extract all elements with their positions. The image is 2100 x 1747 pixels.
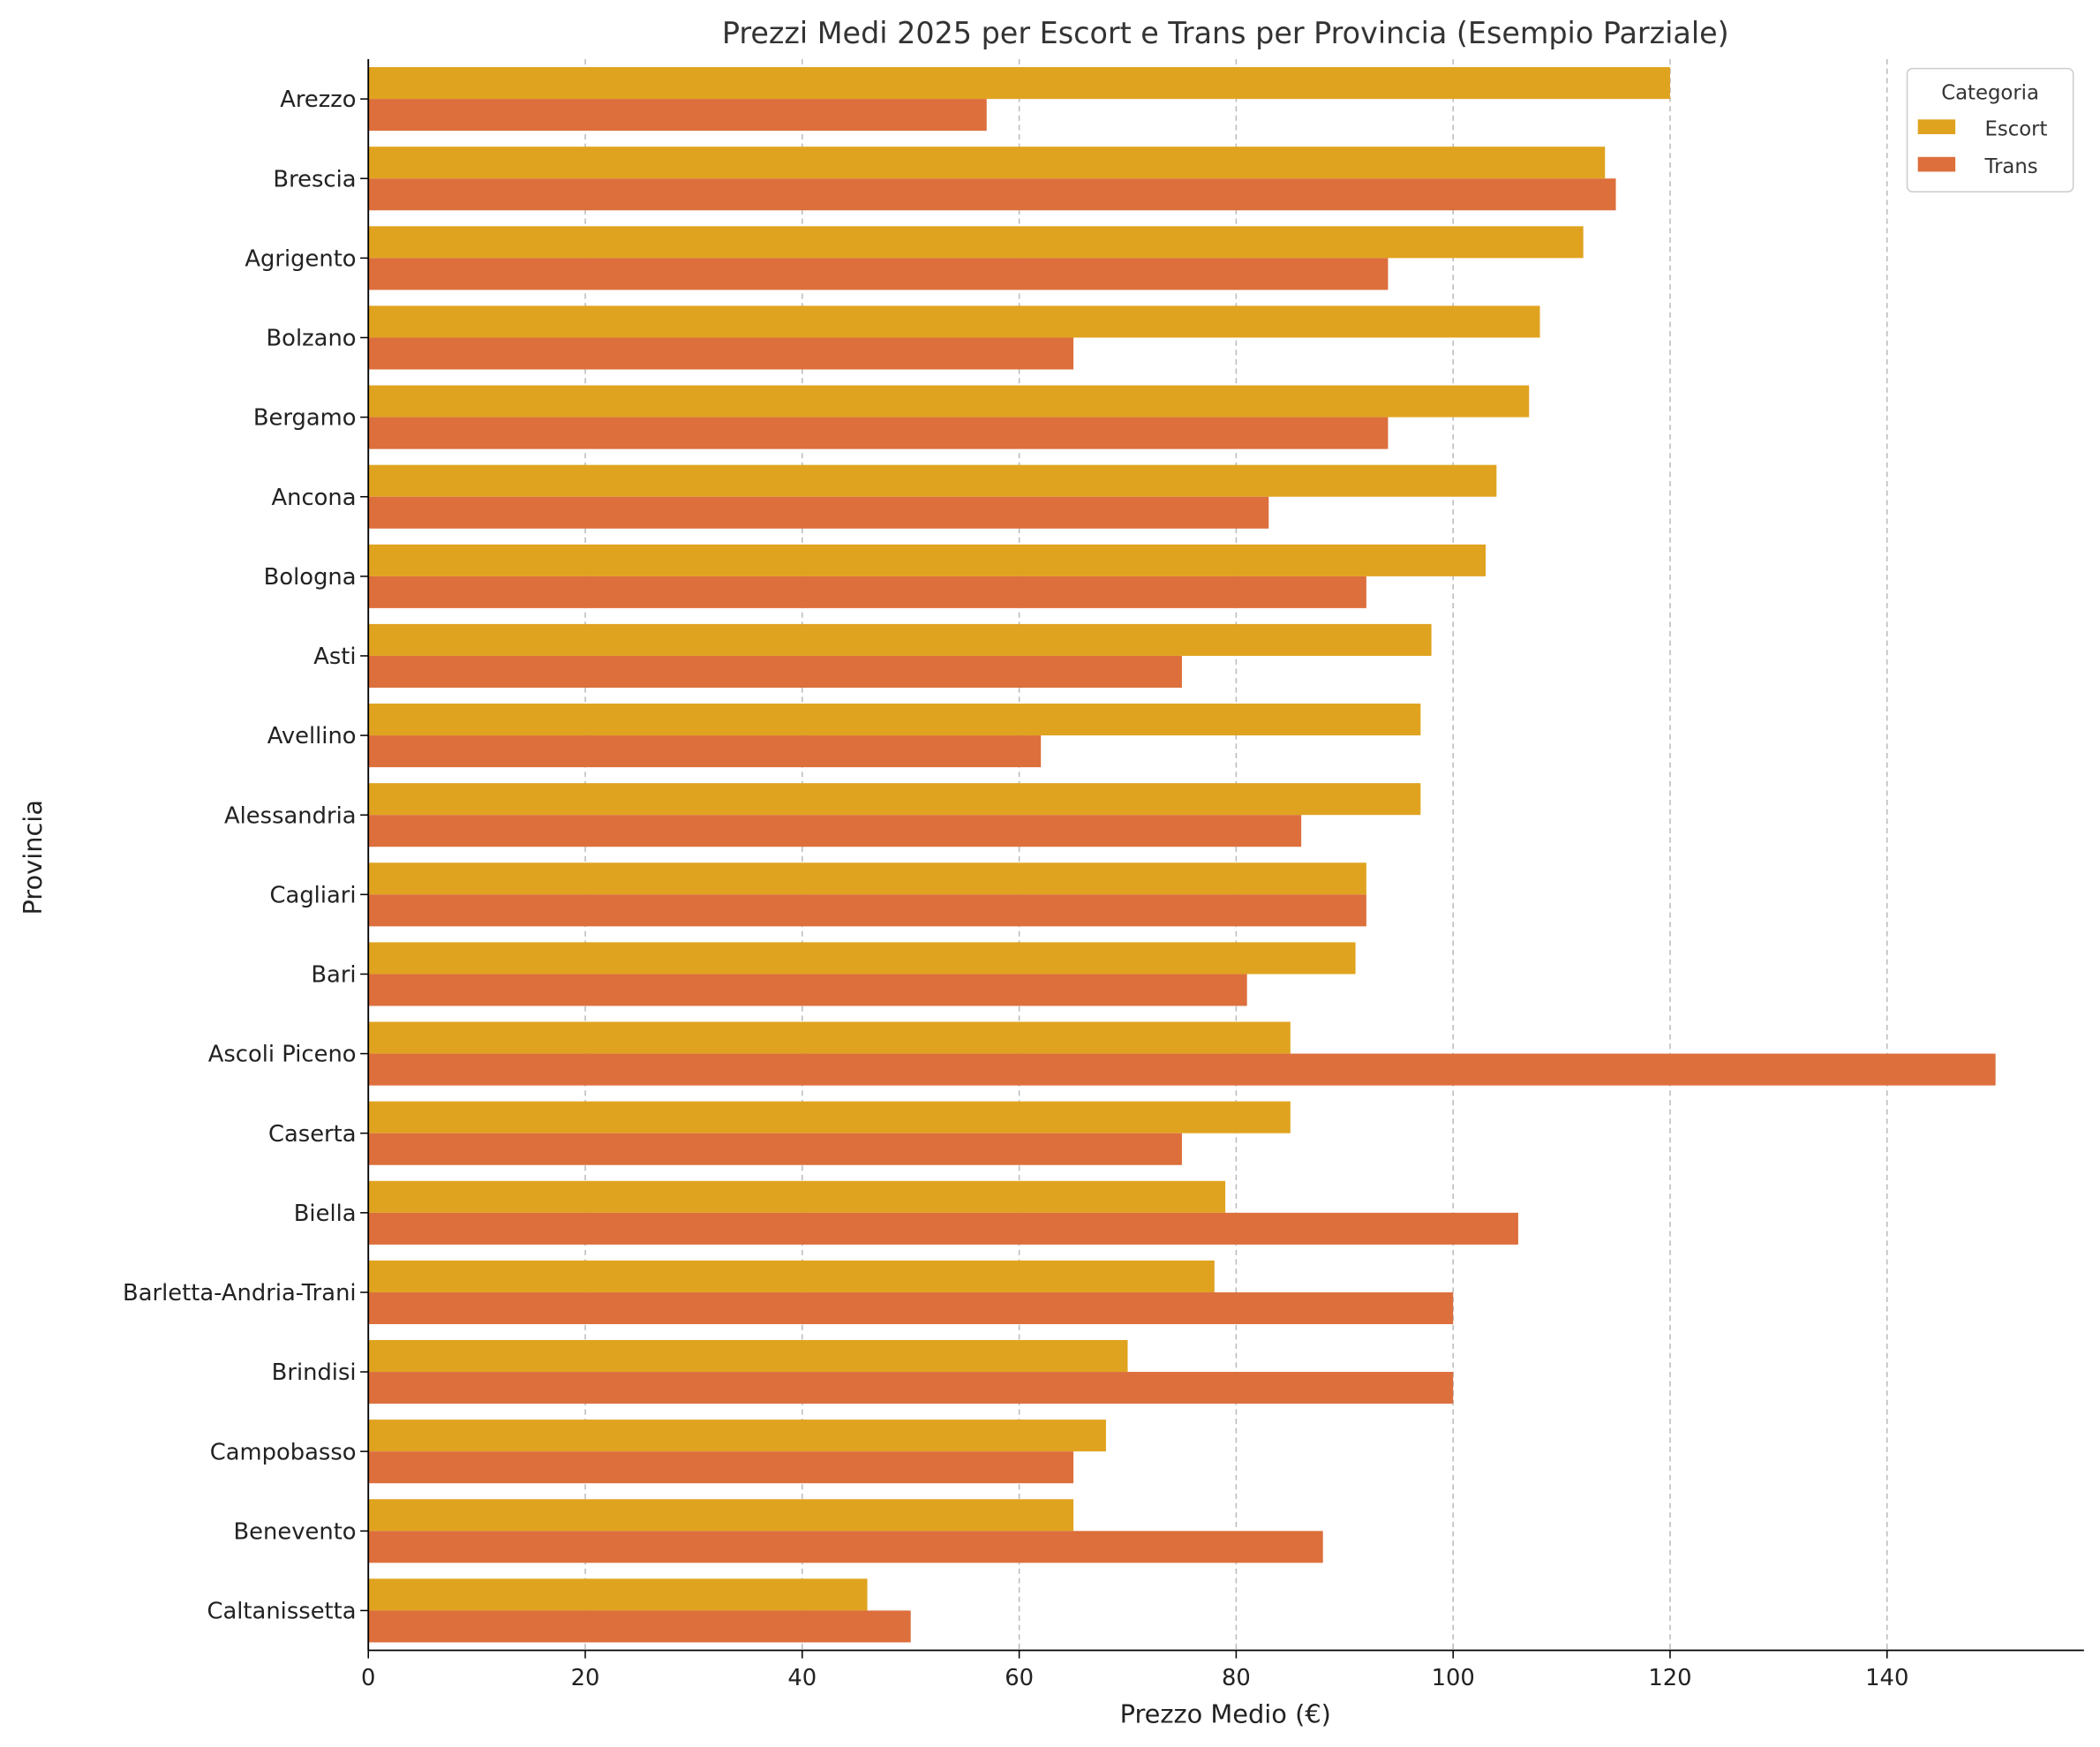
- bar-escort-alessandria: [368, 783, 1421, 816]
- bar-escort-agrigento: [368, 226, 1584, 259]
- axes: [367, 59, 2084, 1652]
- x-tick-label: 0: [361, 1665, 375, 1691]
- y-axis-label: Provincia: [18, 800, 48, 915]
- bar-trans-caserta: [368, 1133, 1182, 1165]
- y-tick-label: Cagliari: [270, 882, 357, 908]
- bar-trans-cagliari: [368, 894, 1366, 927]
- y-ticks: Arezzo Brescia Agrigento Bolzano Bergamo Anco…: [123, 87, 369, 1625]
- x-tick-label: 80: [1222, 1665, 1251, 1691]
- bar-trans-ancona: [368, 496, 1269, 529]
- y-tick-label: Brescia: [273, 166, 356, 192]
- x-tick-label: 120: [1648, 1665, 1691, 1691]
- legend-swatch-trans: [1917, 156, 1956, 172]
- y-tick-label: Ancona: [272, 485, 357, 511]
- bar-escort-brindisi: [368, 1340, 1128, 1373]
- bar-trans-benevento: [368, 1531, 1323, 1563]
- bar-trans-arezzo: [368, 99, 987, 132]
- bar-trans-agrigento: [368, 258, 1389, 290]
- bar-escort-barletta-andria-trani: [368, 1260, 1215, 1292]
- y-tick-label: Benevento: [233, 1518, 356, 1545]
- bars: [368, 67, 1996, 1643]
- bar-trans-asti: [368, 655, 1182, 689]
- y-tick-label: Caltanissetta: [207, 1599, 356, 1625]
- y-tick-label: Arezzo: [280, 87, 356, 113]
- bar-trans-ascoli-piceno: [368, 1053, 1996, 1086]
- bar-escort-caltanissetta: [368, 1578, 868, 1611]
- legend-label-escort: Escort: [1985, 118, 2048, 141]
- bar-trans-brescia: [368, 178, 1616, 211]
- y-tick-label: Biella: [294, 1201, 357, 1227]
- bar-escort-brescia: [368, 147, 1606, 179]
- bar-trans-barletta-andria-trani: [368, 1291, 1454, 1324]
- bar-escort-ancona: [368, 464, 1497, 497]
- y-tick-label: Caserta: [268, 1121, 357, 1148]
- y-tick-label: Brindisi: [272, 1359, 357, 1386]
- bar-escort-arezzo: [368, 67, 1670, 100]
- x-tick-label: 40: [787, 1665, 817, 1691]
- bar-escort-ascoli-piceno: [368, 1021, 1291, 1054]
- bar-trans-bologna: [368, 576, 1366, 608]
- y-tick-label: Barletta-Andria-Trani: [123, 1280, 357, 1306]
- bar-trans-brindisi: [368, 1372, 1454, 1404]
- y-tick-label: Bologna: [264, 564, 357, 591]
- bar-escort-cagliari: [368, 862, 1366, 895]
- x-tick-label: 20: [571, 1665, 600, 1691]
- legend-label-trans: Trans: [1984, 155, 2038, 178]
- y-tick-label: Bergamo: [253, 405, 357, 432]
- bar-escort-biella: [368, 1180, 1226, 1213]
- legend: Categoria Escort Trans: [1906, 67, 2074, 192]
- y-tick-label: Bolzano: [267, 326, 357, 352]
- y-tick-label: Asti: [313, 644, 356, 670]
- bar-trans-bergamo: [368, 417, 1389, 449]
- bar-escort-benevento: [368, 1499, 1074, 1532]
- y-tick-label: Ascoli Piceno: [208, 1042, 357, 1068]
- x-tick-label: 140: [1865, 1665, 1908, 1691]
- bar-trans-bolzano: [368, 337, 1074, 370]
- legend-title: Categoria: [1941, 82, 2039, 105]
- bar-trans-caltanissetta: [368, 1610, 911, 1643]
- x-ticks: 0 20 40 60 80 100 120 140: [361, 1650, 1908, 1691]
- bar-trans-avellino: [368, 735, 1042, 768]
- x-axis-label: Prezzo Medio (€): [1120, 1698, 1331, 1728]
- x-tick-label: 100: [1432, 1665, 1475, 1691]
- y-tick-label: Alessandria: [224, 802, 357, 829]
- y-tick-label: Avellino: [267, 723, 357, 749]
- y-tick-label: Agrigento: [245, 245, 356, 272]
- bar-trans-alessandria: [368, 815, 1302, 847]
- bar-escort-asti: [368, 623, 1432, 656]
- bar-escort-bergamo: [368, 385, 1530, 418]
- x-tick-label: 60: [1005, 1665, 1034, 1691]
- chart-title: Prezzi Medi 2025 per Escort e Trans per …: [722, 16, 1729, 50]
- legend-swatch-escort: [1917, 119, 1956, 134]
- bar-escort-bolzano: [368, 305, 1540, 338]
- bar-escort-caserta: [368, 1101, 1291, 1133]
- bar-escort-bari: [368, 942, 1356, 975]
- y-tick-label: Bari: [311, 962, 356, 989]
- bar-trans-bari: [368, 974, 1247, 1006]
- bar-trans-campobasso: [368, 1451, 1074, 1484]
- bar-escort-campobasso: [368, 1419, 1106, 1452]
- bar-escort-avellino: [368, 704, 1421, 736]
- y-tick-label: Campobasso: [210, 1439, 357, 1465]
- gridlines: [584, 59, 1888, 1651]
- bar-trans-biella: [368, 1212, 1518, 1245]
- bar-escort-bologna: [368, 544, 1487, 576]
